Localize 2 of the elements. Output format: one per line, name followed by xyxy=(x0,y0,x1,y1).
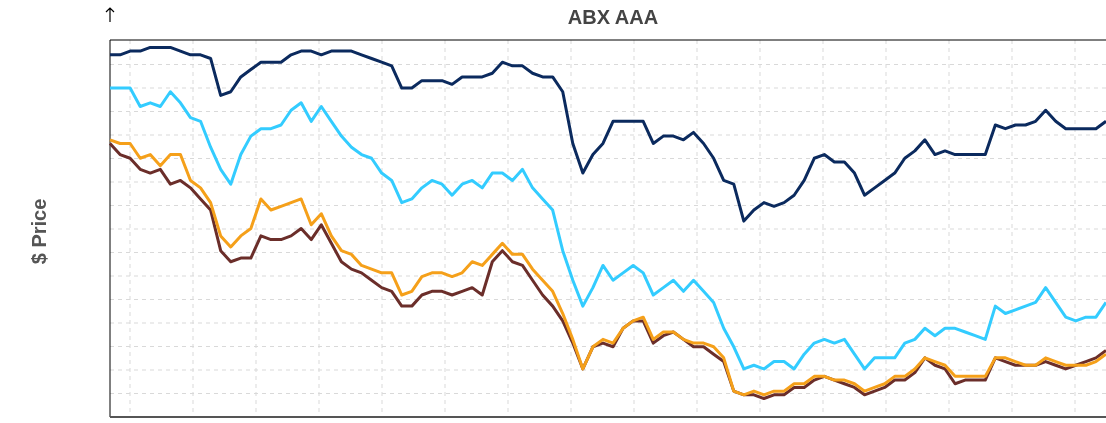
chart-title: ABX AAA xyxy=(567,5,659,28)
y-axis-title: $ Price xyxy=(27,198,50,265)
